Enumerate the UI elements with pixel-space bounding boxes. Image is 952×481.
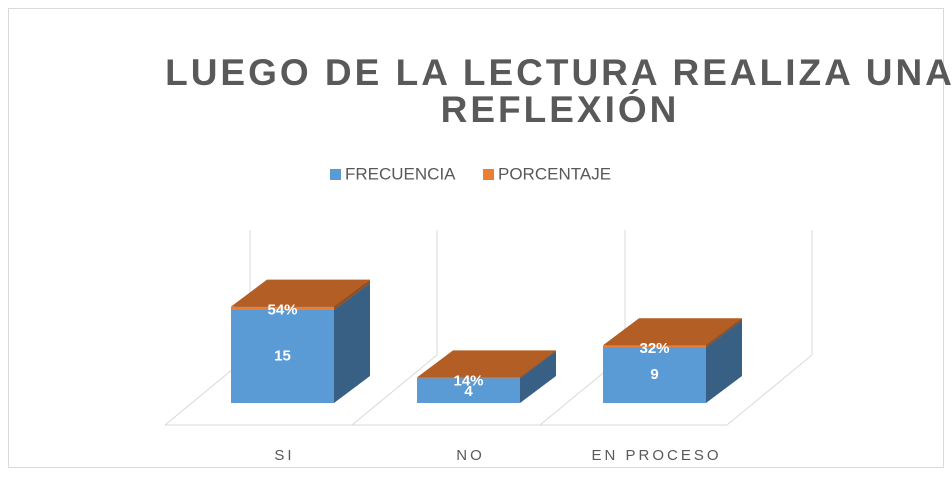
data-label: 15 [274,347,291,364]
bar-front [231,306,334,310]
legend-label: FRECUENCIA [345,164,456,183]
chart-title: LUEGO DE LA LECTURA REALIZA UNA [165,52,952,93]
bar-side [520,350,556,379]
bar-front [417,377,520,379]
bar-front [603,345,706,348]
data-label: 54% [267,302,297,319]
data-label: 9 [650,366,658,383]
legend-swatch [483,169,494,180]
data-label: 14% [453,372,483,389]
legend-label: PORCENTAJE [498,164,611,183]
legend-swatch [330,169,341,180]
x-tick-label: NO [456,447,485,464]
bar-side [334,279,370,310]
data-label: 32% [639,340,669,357]
bar-side [520,351,556,403]
bar-side [706,318,742,348]
legend: FRECUENCIA PORCENTAJE [330,164,611,183]
bar-front [603,347,706,403]
bar-front [231,310,334,403]
chart-title: REFLEXIÓN [441,88,680,130]
bar-top [417,350,556,378]
bars: SI 15 54% NO 414% EN PROCESO 9 32% [231,279,742,464]
x-tick-label: SI [274,447,294,464]
bar-front [417,378,520,403]
data-label: 4 [464,383,473,400]
bar-top [603,318,742,346]
x-tick-label: EN PROCESO [591,447,721,464]
bar-top [231,279,370,307]
bar-side [334,283,370,403]
bar-side [706,320,742,403]
